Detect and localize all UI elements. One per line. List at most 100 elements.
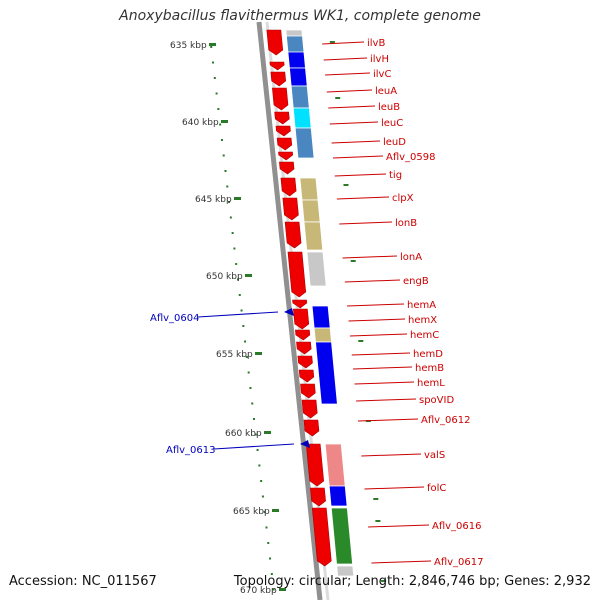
gene-arrow <box>305 443 325 487</box>
kbp-tick <box>272 509 279 512</box>
gene-label: hemA <box>407 300 436 311</box>
minor-tick <box>245 356 248 358</box>
cog-segment <box>301 199 321 223</box>
cog-segment <box>313 327 332 343</box>
gene-arrow <box>287 251 307 298</box>
reverse-leader <box>197 311 279 318</box>
gene-leader <box>326 89 373 93</box>
cog-segment <box>328 485 348 507</box>
gene-label: ilvC <box>373 69 391 80</box>
gene-arrow <box>284 221 302 249</box>
cog-segment <box>287 51 306 69</box>
gene-label: hemC <box>410 330 439 341</box>
feature-tick <box>373 498 379 500</box>
gene-label: Aflv_0598 <box>386 152 436 163</box>
feature-tick <box>343 184 349 186</box>
minor-tick <box>263 511 266 513</box>
gene-leader <box>351 352 411 356</box>
gene-label: ilvB <box>367 38 385 49</box>
gene-label: hemD <box>413 349 443 360</box>
kbp-label: 660 kbp <box>225 429 262 439</box>
minor-tick <box>240 309 243 312</box>
cog-segment <box>303 221 324 251</box>
reverse-gene-label: Aflv_0604 <box>150 313 200 324</box>
minor-tick <box>233 247 236 250</box>
minor-tick <box>219 123 222 126</box>
feature-tick <box>350 260 356 262</box>
map-title: Anoxybacillus flavithermus WK1, complete… <box>119 8 481 24</box>
cog-segment <box>324 443 346 487</box>
gene-label: leuA <box>375 86 397 97</box>
label-layer: 635 kbp 640 kbp 645 kbp 650 kbp 655 kbp 660 k… <box>150 38 484 596</box>
kbp-label: 650 kbp <box>206 272 243 282</box>
gene-arrow <box>274 111 290 125</box>
minor-tick <box>212 61 215 64</box>
minor-tick <box>256 449 259 451</box>
minor-tick <box>235 263 238 265</box>
minor-tick <box>258 464 261 467</box>
kbp-tick <box>221 120 228 123</box>
gene-label: clpX <box>392 193 414 204</box>
gene-leader <box>332 155 384 159</box>
minor-tick <box>253 418 256 420</box>
minor-tick <box>251 402 254 405</box>
gene-label: hemL <box>417 378 445 389</box>
minor-tick <box>247 371 250 374</box>
gene-arrow <box>270 71 287 87</box>
gene-leader <box>357 418 419 422</box>
gene-leader <box>334 173 387 177</box>
cog-layer <box>285 29 355 577</box>
gene-arrow <box>296 341 312 355</box>
gene-arrow <box>310 487 326 507</box>
minor-tick <box>267 542 270 544</box>
gene-label: leuC <box>381 118 403 129</box>
gene-leader <box>349 333 408 337</box>
gene-arrow <box>311 507 332 567</box>
gene-arrow <box>276 137 293 151</box>
kbp-tick <box>245 274 252 277</box>
gene-label: folC <box>427 483 446 494</box>
gene-arrow <box>278 151 294 161</box>
minor-tick <box>254 433 257 436</box>
kbp-label: 635 kbp <box>170 41 207 51</box>
reverse-gene-arrow <box>284 308 294 316</box>
cog-segment <box>315 341 338 405</box>
gene-label: Aflv_0612 <box>421 415 471 426</box>
gene-leader <box>331 140 381 144</box>
gene-arrow <box>279 161 295 175</box>
gene-label: hemX <box>408 315 437 326</box>
gene-leader <box>348 318 406 322</box>
kbp-label: 645 kbp <box>195 195 232 205</box>
gene-arrow <box>295 329 311 341</box>
gene-label: tig <box>389 170 402 181</box>
gene-label: leuB <box>378 102 400 113</box>
gene-label: Aflv_0616 <box>432 521 482 532</box>
minor-tick <box>210 46 213 48</box>
gene-leader <box>322 41 365 45</box>
minor-tick <box>229 216 232 219</box>
gene-leader <box>354 381 415 385</box>
minor-tick <box>220 139 223 141</box>
cog-segment <box>306 251 327 287</box>
gene-leader <box>371 560 432 564</box>
gene-leader <box>356 398 417 402</box>
gene-leader <box>361 453 422 457</box>
gene-label: leuD <box>383 137 406 148</box>
kbp-tick <box>279 588 286 591</box>
gene-arrow <box>303 419 320 437</box>
feature-tick <box>335 97 341 99</box>
gene-leader <box>368 524 430 528</box>
cog-segment <box>311 305 331 329</box>
minor-tick <box>261 495 264 498</box>
gene-arrow <box>282 197 299 221</box>
feature-tick <box>358 340 364 342</box>
cog-segment <box>292 107 312 129</box>
minor-tick <box>236 278 239 281</box>
kbp-label: 655 kbp <box>216 350 253 360</box>
kbp-label: 640 kbp <box>182 118 219 128</box>
kbp-label: 665 kbp <box>233 507 270 517</box>
minor-tick <box>249 387 252 389</box>
cog-segment <box>294 127 315 159</box>
kbp-tick <box>209 43 216 46</box>
minor-tick <box>226 185 229 188</box>
